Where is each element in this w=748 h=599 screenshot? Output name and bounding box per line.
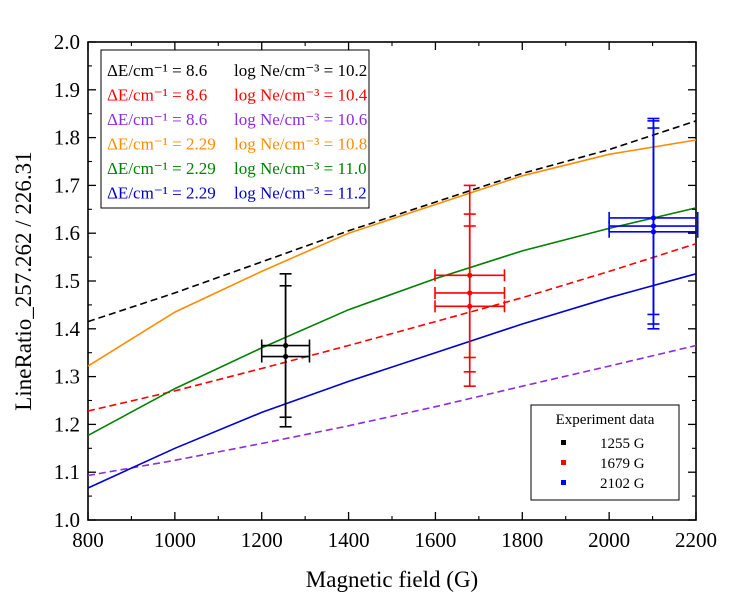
y-tick-label: 1.9 xyxy=(54,78,80,102)
experiment-points-layer xyxy=(260,117,699,428)
series-line xyxy=(87,139,697,367)
series-line xyxy=(87,344,697,477)
y-tick-label: 2.0 xyxy=(54,30,80,54)
y-tick-label: 1.7 xyxy=(54,173,80,197)
experiment-legend: Experiment data 1255 G 1679 G 2102 G xyxy=(530,404,680,501)
series-line xyxy=(87,273,697,489)
y-tick-label: 1.6 xyxy=(54,221,80,245)
legend-density-label: log Ne/cm⁻³ = 11.0 xyxy=(234,159,367,178)
legend-field-label: 2102 G xyxy=(600,476,645,492)
series-line xyxy=(87,207,697,437)
y-tick-label: 1.4 xyxy=(54,317,81,341)
legend-field-label: 1255 G xyxy=(600,436,645,452)
y-tick-label: 1.8 xyxy=(54,126,80,150)
y-tick-label: 1.0 xyxy=(54,508,80,532)
series-legend-entries: ΔE/cm⁻¹ = 8.6 log Ne/cm⁻³ = 10.2 ΔE/cm⁻¹ =… xyxy=(107,61,368,203)
series-line xyxy=(87,242,697,412)
series-legend: ΔE/cm⁻¹ = 8.6 log Ne/cm⁻³ = 10.2 ΔE/cm⁻¹ =… xyxy=(100,49,370,209)
legend-density-label: log Ne/cm⁻³ = 10.2 xyxy=(234,61,367,80)
x-tick-label: 2200 xyxy=(675,528,717,552)
x-tick-label: 1000 xyxy=(154,528,196,552)
x-tick-label: 1600 xyxy=(414,528,456,552)
y-tick-label: 1.3 xyxy=(54,365,80,389)
x-tick-label: 1400 xyxy=(328,528,370,552)
legend-density-label: log Ne/cm⁻³ = 10.4 xyxy=(234,86,368,105)
data-point xyxy=(467,303,473,309)
y-tick-label: 1.2 xyxy=(54,412,80,436)
legend-marker xyxy=(561,440,566,445)
y-tick-label: 1.1 xyxy=(54,460,80,484)
legend-marker xyxy=(561,480,566,485)
series-legend-box xyxy=(100,49,370,209)
legend-energy-label: ΔE/cm⁻¹ = 8.6 xyxy=(107,110,207,129)
experiment-legend-box xyxy=(530,404,680,501)
axis-ticks: 800 1000 1200 1400 1600 1800 2000 2200 1.0 1.1 1.2… xyxy=(54,30,717,552)
data-point xyxy=(650,229,657,235)
experiment-legend-entries: 1255 G 1679 G 2102 G xyxy=(561,436,645,492)
legend-density-label: log Ne/cm⁻³ = 11.2 xyxy=(234,184,367,203)
series-line xyxy=(87,120,697,323)
y-tick-label: 1.5 xyxy=(54,269,80,293)
legend-energy-label: ΔE/cm⁻¹ = 2.29 xyxy=(107,159,216,178)
x-tick-label: 2000 xyxy=(588,528,630,552)
legend-density-label: log Ne/cm⁻³ = 10.6 xyxy=(234,110,367,129)
series-layer xyxy=(87,120,697,489)
legend-energy-label: ΔE/cm⁻¹ = 2.29 xyxy=(107,184,216,203)
legend-density-label: log Ne/cm⁻³ = 10.8 xyxy=(234,135,367,154)
legend-marker xyxy=(561,460,566,465)
y-axis-title: LineRatio_257.262 / 226.31 xyxy=(11,151,36,410)
x-tick-label: 1800 xyxy=(501,528,543,552)
experiment-legend-title: Experiment data xyxy=(556,412,655,428)
x-tick-label: 1200 xyxy=(241,528,283,552)
x-axis-title: Magnetic field (G) xyxy=(306,567,478,592)
legend-field-label: 1679 G xyxy=(600,456,645,472)
legend-energy-label: ΔE/cm⁻¹ = 8.6 xyxy=(107,61,207,80)
legend-energy-label: ΔE/cm⁻¹ = 8.6 xyxy=(107,86,207,105)
data-point xyxy=(283,353,289,360)
x-tick-label: 800 xyxy=(72,528,104,552)
legend-energy-label: ΔE/cm⁻¹ = 2.29 xyxy=(107,135,216,154)
